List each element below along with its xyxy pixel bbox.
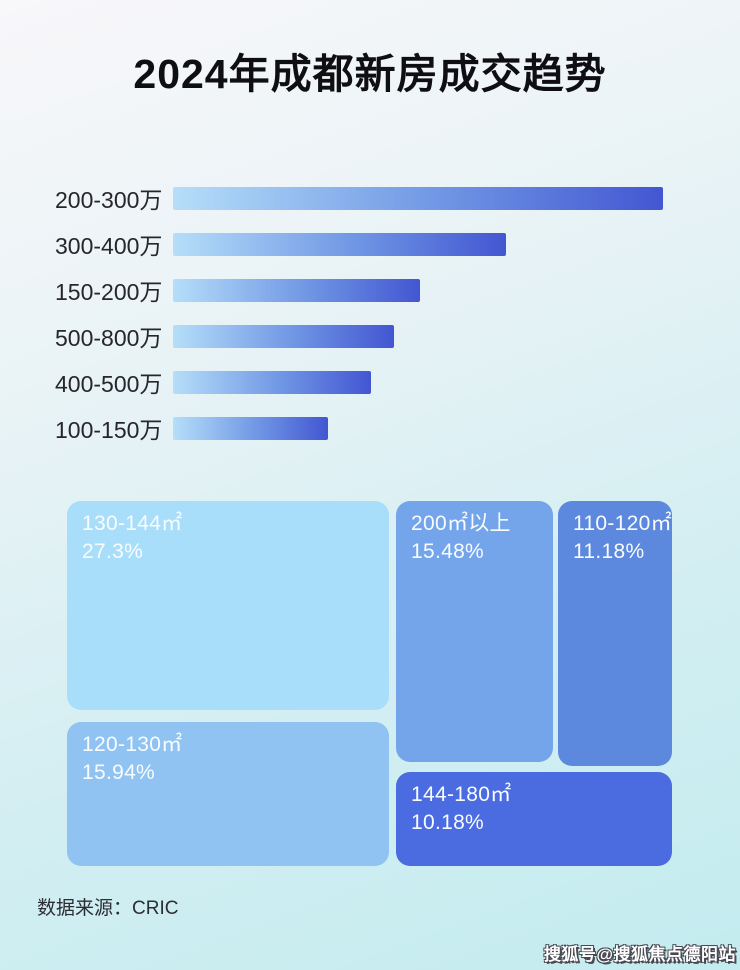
treemap-block: 200㎡以上 15.48% bbox=[396, 501, 553, 762]
price-range-bar bbox=[173, 416, 328, 440]
treemap-block-value: 10.18% bbox=[411, 810, 485, 834]
treemap-block-value: 15.94% bbox=[82, 760, 156, 784]
bar-row: 500-800万 bbox=[0, 313, 740, 359]
treemap-block-label: 130-144㎡ bbox=[82, 512, 183, 535]
page-title: 2024年成都新房成交趋势 bbox=[133, 51, 607, 97]
price-range-bar-chart: 200-300万 300-400万 150-200万 500-800万 400-500万… bbox=[0, 175, 740, 451]
bar-category-label: 300-400万 bbox=[55, 233, 163, 259]
treemap-block: 110-120㎡ 11.18% bbox=[558, 501, 672, 766]
treemap-block-label: 144-180㎡ bbox=[411, 783, 512, 806]
price-range-bar bbox=[173, 232, 507, 256]
bar-category-label: 150-200万 bbox=[55, 279, 163, 305]
bar-category-label: 100-150万 bbox=[55, 417, 163, 443]
bar-category-label: 500-800万 bbox=[55, 325, 163, 351]
treemap-block-value: 15.48% bbox=[411, 539, 485, 563]
price-range-bar bbox=[173, 186, 663, 210]
price-range-bar bbox=[173, 370, 372, 394]
watermark-text: 搜狐号@搜狐焦点德阳站 bbox=[543, 945, 736, 964]
price-range-bar bbox=[173, 324, 394, 348]
bar-row: 150-200万 bbox=[0, 267, 740, 313]
treemap-block-value: 27.3% bbox=[82, 539, 144, 563]
treemap-block-label: 120-130㎡ bbox=[82, 733, 183, 756]
treemap-block-label: 110-120㎡ bbox=[573, 512, 672, 535]
bar-row: 400-500万 bbox=[0, 359, 740, 405]
treemap-block: 130-144㎡ 27.3% bbox=[67, 501, 389, 710]
bar-row: 200-300万 bbox=[0, 175, 740, 221]
treemap-block: 144-180㎡ 10.18% bbox=[396, 772, 672, 866]
price-range-bar bbox=[173, 278, 421, 302]
data-source-label: 数据来源：CRIC bbox=[37, 898, 179, 919]
treemap-block-value: 11.18% bbox=[573, 539, 645, 563]
bar-category-label: 200-300万 bbox=[55, 187, 163, 213]
treemap-block-label: 200㎡以上 bbox=[411, 512, 511, 535]
bar-row: 300-400万 bbox=[0, 221, 740, 267]
bar-row: 100-150万 bbox=[0, 405, 740, 451]
bar-category-label: 400-500万 bbox=[55, 371, 163, 397]
treemap-block: 120-130㎡ 15.94% bbox=[67, 722, 389, 866]
